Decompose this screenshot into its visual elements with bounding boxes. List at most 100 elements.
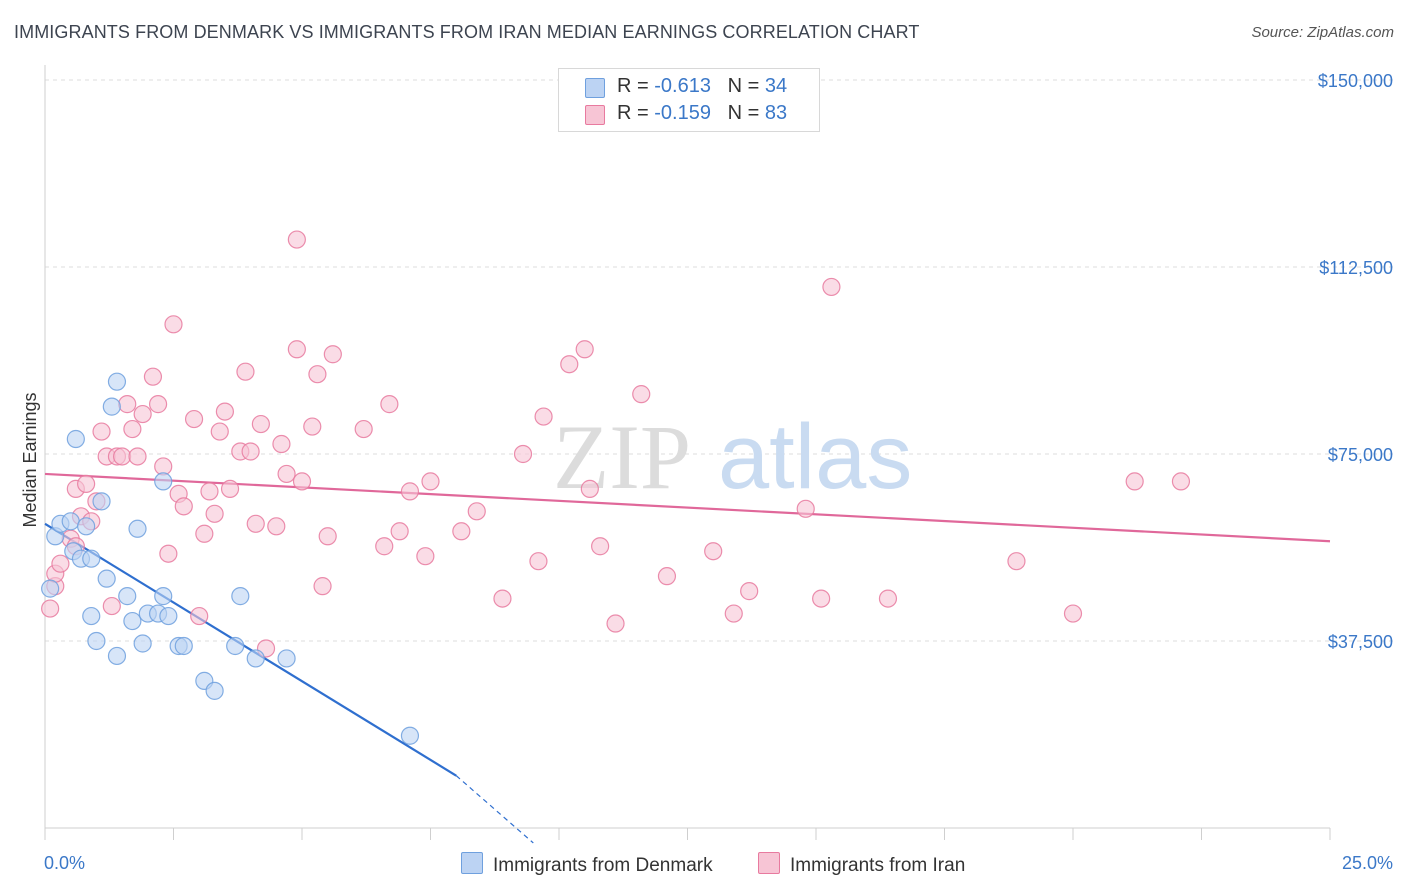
watermark-zip: ZIP: [553, 406, 691, 508]
iran-point-43: [277, 464, 296, 484]
iran-point-56: [400, 482, 420, 501]
iran-point-76: [812, 589, 831, 608]
denmark-point-25: [174, 636, 193, 656]
iran-point-18: [128, 447, 147, 466]
iran-point-81: [1125, 472, 1144, 491]
iran-point-54: [380, 395, 399, 414]
trend-lines: [44, 472, 1331, 844]
y-tick-label-3: $150,000: [1318, 71, 1393, 91]
denmark-points: [41, 372, 420, 745]
chart-source: Source: ZipAtlas.com: [1251, 24, 1394, 41]
iran-point-13: [102, 596, 121, 616]
iran-point-37: [241, 442, 260, 461]
legend-swatch-iran: [585, 105, 605, 125]
iran-point-71: [657, 567, 677, 586]
iran-point-38: [246, 514, 265, 533]
axes: [44, 65, 1331, 840]
denmark-point-16: [123, 611, 142, 631]
iran-point-21: [148, 395, 168, 414]
iran-point-23: [159, 544, 178, 563]
denmark-point-15: [118, 587, 137, 606]
iran-point-55: [390, 522, 409, 541]
iran-point-58: [421, 472, 440, 491]
legend-r-label: R =: [617, 75, 649, 97]
legend-n-label: N =: [727, 102, 760, 124]
iran-point-45: [287, 230, 306, 249]
denmark-point-27: [205, 681, 224, 700]
iran-point-72: [704, 542, 723, 561]
correlation-legend: R = -0.613 N = 34 R = -0.159 N = 83: [558, 68, 820, 132]
iran-point-24: [164, 315, 183, 334]
denmark-point-22: [154, 472, 173, 491]
iran-point-8: [77, 474, 96, 494]
denmark-point-13: [107, 646, 127, 666]
bottom-legend-denmark: Immigrants from Denmark: [461, 852, 713, 877]
y-tick-label-0: $37,500: [1328, 632, 1393, 652]
denmark-point-6: [77, 517, 96, 536]
bottom-legend-label-iran: Immigrants from Iran: [790, 855, 966, 876]
iran-point-49: [313, 577, 332, 596]
denmark-point-32: [400, 726, 420, 745]
iran-point-41: [267, 517, 286, 536]
iran-point-33: [215, 402, 234, 421]
iran-point-39: [251, 414, 270, 434]
iran-point-82: [1171, 472, 1191, 491]
iran-point-60: [467, 502, 486, 521]
x-tick-label-1: 25.0%: [1342, 853, 1393, 873]
tick-labels: $37,500 $75,000 $112,500 $150,000 0.0% 25.0%: [44, 71, 1393, 873]
iran-point-62: [513, 444, 533, 464]
denmark-point-17: [128, 519, 147, 538]
iran-point-47: [303, 417, 322, 436]
denmark-point-10: [92, 492, 111, 511]
iran-point-46: [292, 472, 312, 491]
y-tick-label-2: $112,500: [1319, 258, 1393, 278]
bottom-legend-swatch-denmark: [461, 852, 483, 874]
iran-point-30: [200, 482, 219, 501]
denmark-point-12: [102, 397, 121, 416]
denmark-point-2: [61, 512, 80, 531]
denmark-point-7: [82, 549, 101, 568]
iran-point-15: [112, 447, 132, 466]
y-axis-label: Median Earnings: [20, 392, 40, 527]
legend-n-value-denmark: 34: [764, 75, 788, 97]
iran-point-52: [354, 419, 373, 439]
iran-point-34: [220, 479, 240, 498]
iran-point-79: [1007, 552, 1026, 571]
bottom-legend-label-denmark: Immigrants from Denmark: [493, 855, 713, 876]
iran-point-29: [195, 524, 214, 543]
iran-point-20: [143, 367, 163, 386]
chart-title: IMMIGRANTS FROM DENMARK VS IMMIGRANTS FR…: [14, 22, 920, 42]
iran-point-69: [606, 614, 625, 633]
iran-point-28: [190, 606, 209, 626]
denmark-point-14: [107, 372, 127, 391]
iran-point-77: [822, 277, 841, 297]
legend-r-label: R =: [617, 102, 649, 124]
denmark-point-21: [154, 587, 173, 606]
denmark-point-11: [97, 569, 116, 588]
denmark-trend-extension: [455, 775, 534, 844]
denmark-point-29: [231, 587, 250, 606]
iran-point-64: [534, 407, 553, 426]
denmark-point-4: [66, 429, 85, 449]
legend-n-value-iran: 83: [764, 102, 788, 124]
iran-point-80: [1063, 604, 1083, 623]
iran-point-3: [51, 554, 70, 573]
iran-point-59: [452, 522, 471, 541]
denmark-point-30: [246, 649, 265, 668]
y-tick-label-1: $75,000: [1328, 445, 1393, 465]
iran-point-16: [118, 395, 137, 414]
denmark-trend-line: [44, 522, 457, 777]
denmark-point-28: [226, 636, 245, 656]
iran-point-50: [318, 527, 337, 546]
watermark-atlas: atlas: [718, 406, 912, 508]
iran-point-70: [632, 385, 651, 404]
iran-point-36: [236, 362, 255, 381]
iran-point-19: [133, 404, 152, 424]
iran-point-68: [591, 537, 610, 556]
iran-points: [41, 230, 1191, 658]
iran-point-32: [210, 422, 229, 441]
iran-point-51: [323, 345, 342, 364]
iran-point-65: [560, 355, 579, 374]
iran-point-74: [740, 582, 759, 601]
